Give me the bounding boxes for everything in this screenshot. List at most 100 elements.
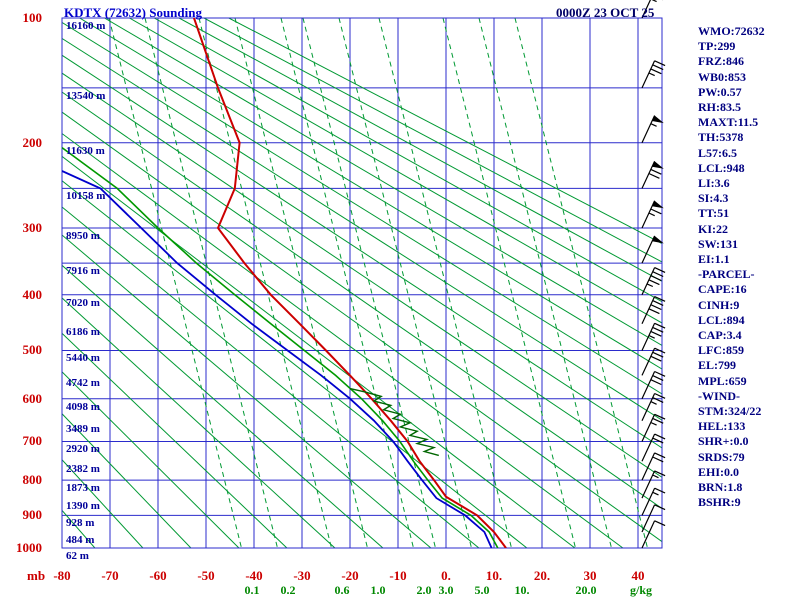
barb-feather — [654, 267, 666, 273]
barb-feather — [654, 452, 666, 459]
dry-adiabat-line — [62, 37, 662, 421]
temp-tick-label: 30 — [583, 568, 597, 583]
mixing-ratio-label: 0.1 — [244, 583, 260, 597]
dry-adiabat-line — [62, 111, 662, 543]
height-label: 928 m — [66, 517, 95, 529]
wind-barb — [641, 452, 666, 481]
dry-adiabat-line — [203, 18, 662, 263]
stat-line: LI:3.6 — [698, 176, 730, 191]
pressure-tick-label: 100 — [22, 10, 43, 25]
wind-barb — [641, 267, 666, 296]
mixing-ratio-line — [514, 18, 648, 548]
chart-datetime: 0000Z 23 OCT 25 — [556, 5, 655, 20]
height-label: 10158 m — [66, 190, 106, 202]
barb-feather — [650, 208, 662, 215]
stat-line: KI:22 — [698, 221, 728, 236]
dry-adiabat-line — [62, 206, 480, 548]
barb-feather — [652, 300, 664, 306]
dry-adiabat-line — [62, 72, 662, 478]
temperature-curve — [193, 18, 507, 548]
stat-line: LCL:894 — [698, 312, 745, 327]
barb-flag — [652, 200, 664, 209]
height-label: 5440 m — [66, 352, 100, 364]
stat-line: TT:51 — [698, 206, 730, 221]
wind-barb — [641, 520, 666, 549]
barb-half-feather — [648, 72, 655, 77]
stat-line: CINH:9 — [698, 297, 740, 312]
barb-feather — [654, 392, 666, 399]
height-label: 1873 m — [66, 482, 100, 494]
mixing-ratio-lines — [108, 18, 648, 548]
height-label: 62 m — [66, 550, 89, 562]
dry-adiabat-line — [62, 21, 662, 395]
height-label: 11630 m — [66, 145, 105, 157]
wind-barb-column — [641, 0, 666, 549]
wind-barb — [641, 200, 664, 229]
barb-flag — [652, 161, 664, 169]
height-label: 7020 m — [66, 297, 100, 309]
dry-adiabat-line — [62, 297, 336, 548]
stat-line: BSHR:9 — [698, 495, 741, 510]
barb-feather — [654, 433, 666, 440]
pressure-temp-grid — [61, 17, 662, 549]
stats-panel: WMO:72632 TP:299 FRZ:846 WB0:853 PW:0.57 RH:8… — [698, 24, 798, 511]
temp-tick-label: 20. — [533, 568, 551, 583]
mixing-ratio-line — [338, 18, 472, 548]
barb-half-feather — [651, 0, 657, 3]
temp-tick-label: -30 — [293, 568, 311, 583]
mixing-ratio-line — [280, 18, 414, 548]
wind-barb — [641, 413, 666, 442]
wind-barb — [641, 347, 666, 376]
pressure-tick-label: 1000 — [16, 540, 42, 555]
temp-tick-label: 0. — [441, 568, 451, 583]
barb-feather — [648, 308, 660, 315]
dry-adiabat-line — [62, 91, 662, 510]
barb-half-feather — [646, 283, 654, 288]
barb-half-feather — [652, 474, 659, 479]
mixing-ratio-label: 5.0 — [474, 583, 490, 597]
stat-line: CAPE:16 — [698, 282, 747, 297]
stat-line: L57:6.5 — [698, 145, 737, 160]
mixing-ratio-label: 2.0 — [416, 583, 432, 597]
pressure-unit-label: mb — [27, 568, 46, 583]
barb-feather — [654, 295, 666, 302]
temp-tick-label: 10. — [485, 568, 503, 583]
stat-line: LFC:859 — [698, 343, 744, 358]
temp-tick-label: -20 — [341, 568, 359, 583]
height-label: 2382 m — [66, 463, 100, 475]
barb-feather — [650, 68, 662, 75]
barb-half-feather — [652, 491, 659, 496]
stat-line: EI:1.1 — [698, 252, 730, 267]
barb-feather — [650, 330, 662, 337]
stat-line: SHR+:0.0 — [698, 434, 749, 449]
barb-feather — [652, 397, 664, 403]
dry-adiabat-line — [62, 155, 576, 548]
wind-barb — [641, 160, 664, 189]
mixing-ratio-line — [234, 18, 368, 548]
stat-line: EHI:0.0 — [698, 464, 740, 479]
barb-feather — [654, 322, 666, 329]
barb-half-feather — [650, 123, 657, 127]
wetbulb-curve — [62, 146, 499, 548]
dry-adiabat-line — [129, 18, 662, 324]
mixing-ratio-label: 0.2 — [280, 583, 296, 597]
barb-flag — [652, 115, 664, 124]
wind-barb — [641, 0, 664, 19]
barb-feather — [650, 304, 662, 311]
chart-title: KDTX (72632) Sounding — [64, 5, 202, 20]
dry-adiabat-line — [62, 413, 192, 548]
dry-adiabat-line — [62, 234, 432, 548]
barb-feather — [652, 271, 664, 278]
temp-tick-label: -70 — [101, 568, 119, 583]
mixing-unit-label: g/kg — [630, 583, 653, 597]
barb-feather — [652, 456, 664, 463]
mixing-ratio-line — [442, 18, 576, 548]
temp-tick-label: -80 — [53, 568, 71, 583]
stat-line: SI:4.3 — [698, 191, 729, 206]
barb-feather — [650, 275, 662, 282]
stat-line: RH:83.5 — [698, 100, 741, 115]
dewpoint-detail-curve — [349, 387, 439, 457]
stat-line: TH:5378 — [698, 130, 744, 145]
stat-line: EL:799 — [698, 358, 737, 373]
